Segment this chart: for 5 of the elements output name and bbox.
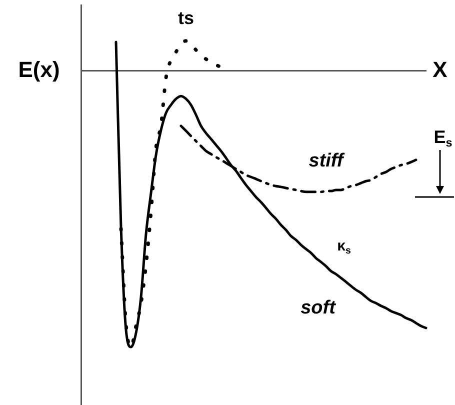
x-axis-title: X — [432, 57, 448, 82]
series-label: soft — [300, 297, 336, 318]
y-axis-title: E(x) — [18, 57, 60, 82]
series-label: stiff — [308, 150, 345, 172]
text: ts — [178, 8, 194, 28]
